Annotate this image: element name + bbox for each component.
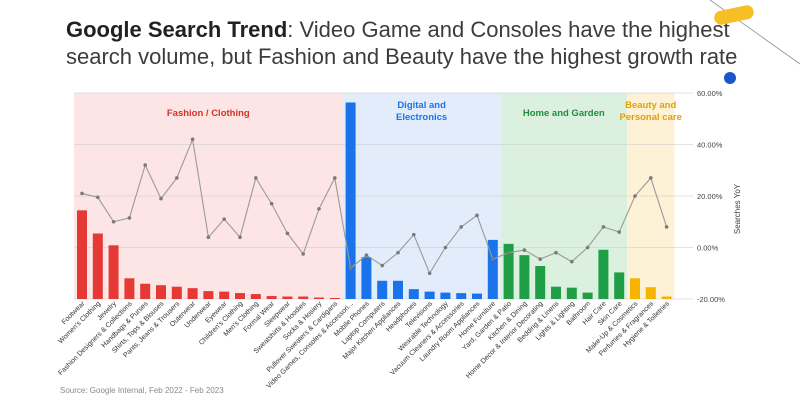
y2-tick-labels: 60.00% 40.00% 20.00% 0.00% -20.00%: [697, 89, 725, 304]
yoy-point: [96, 195, 100, 200]
yoy-point: [396, 250, 400, 255]
y2-tick-label: 60.00%: [697, 89, 723, 98]
yoy-point: [585, 245, 590, 250]
bar: [408, 289, 419, 299]
yoy-line: [81, 137, 668, 275]
bar: [566, 287, 577, 299]
y2-tick-label: 40.00%: [697, 141, 723, 150]
chart-title: Google Search Trend: Video Game and Cons…: [66, 16, 746, 70]
bar: [171, 286, 182, 299]
yoy-point: [285, 231, 290, 236]
bar: [108, 245, 119, 299]
bar: [614, 272, 625, 299]
yoy-point: [633, 194, 637, 198]
bar: [598, 249, 609, 299]
bar: [503, 243, 514, 299]
bar: [472, 293, 482, 299]
yoy-point: [159, 196, 163, 201]
yoy-point: [254, 176, 258, 180]
yoy-point: [570, 259, 574, 264]
bar: [630, 278, 640, 299]
yoy-point: [222, 217, 226, 221]
yoy-point: [412, 232, 416, 237]
bar: [582, 292, 593, 299]
yoy-point: [617, 230, 621, 234]
yoy-point: [111, 219, 116, 224]
chart-title-rest: : Video Game and Consoles have the highe…: [66, 17, 738, 69]
bar: [77, 210, 87, 299]
group-label-fashion-clothing: Fashion / Clothing: [167, 108, 250, 119]
y2-axis-label: Searches YoY: [733, 183, 742, 234]
bar: [393, 280, 403, 299]
yoy-point: [554, 250, 558, 255]
yoy-point: [175, 176, 179, 180]
yoy-point: [522, 248, 527, 252]
yoy-point: [301, 252, 306, 256]
bar: [377, 280, 388, 299]
bar: [661, 296, 672, 299]
yoy-point: [506, 250, 511, 255]
bar: [124, 278, 135, 299]
yoy-point: [269, 201, 274, 206]
yoy-point: [348, 266, 353, 270]
bar: [519, 255, 530, 299]
y2-tick-label: -20.00%: [697, 295, 725, 304]
group-label-beauty-and-personal-care: Beauty and Personal care: [620, 100, 682, 123]
bar: [298, 296, 309, 299]
bar: [487, 239, 498, 299]
yoy-point: [427, 271, 432, 276]
yoy-point: [649, 176, 653, 180]
yoy-point: [206, 235, 211, 239]
yoy-point: [80, 191, 84, 196]
y2-tick-label: 20.00%: [697, 192, 723, 201]
bar: [140, 283, 151, 299]
bar: [440, 292, 451, 299]
bar: [535, 266, 546, 299]
bar: [456, 293, 467, 299]
yoy-point: [443, 245, 448, 250]
yoy-point: [333, 176, 337, 180]
yoy-point: [127, 216, 132, 220]
yoy-point: [238, 235, 242, 239]
yoy-point: [664, 225, 669, 229]
source-note: Source: Google Internal, Feb 2022 - Feb …: [60, 386, 224, 395]
yoy-line-series: [80, 137, 669, 276]
group-label-digital-and-electronics: Digital and Electronics: [396, 100, 447, 123]
bar: [266, 296, 277, 299]
bar: [329, 298, 340, 299]
yoy-point: [380, 263, 385, 268]
bar: [361, 257, 372, 299]
yoy-point: [364, 253, 369, 258]
decorative-stroke-icon: [709, 0, 800, 84]
bar: [551, 286, 561, 299]
bar: [314, 297, 324, 299]
group-label-home-and-garden: Home and Garden: [523, 108, 605, 119]
bar: [424, 291, 435, 299]
yoy-point: [143, 163, 147, 167]
bar: [187, 288, 198, 299]
y2-tick-label: 0.00%: [697, 244, 719, 253]
bar: [345, 102, 356, 300]
bar: [250, 294, 261, 299]
yoy-point: [601, 225, 606, 229]
volume-bars: [77, 102, 672, 300]
group-labels: Fashion / Clothing Digital and Electronics…: [167, 100, 682, 123]
yoy-point: [459, 225, 464, 229]
bar: [645, 287, 656, 299]
bar: [92, 233, 103, 299]
yoy-point: [491, 257, 495, 261]
yoy-point: [317, 207, 321, 211]
bar: [219, 291, 230, 299]
bar: [203, 291, 214, 299]
yoy-point: [190, 137, 195, 142]
chart-title-bold: Google Search Trend: [66, 17, 288, 42]
yoy-point: [475, 213, 479, 218]
bar: [156, 285, 166, 299]
bar: [282, 296, 293, 299]
yoy-point: [538, 257, 542, 261]
bar: [235, 293, 245, 299]
